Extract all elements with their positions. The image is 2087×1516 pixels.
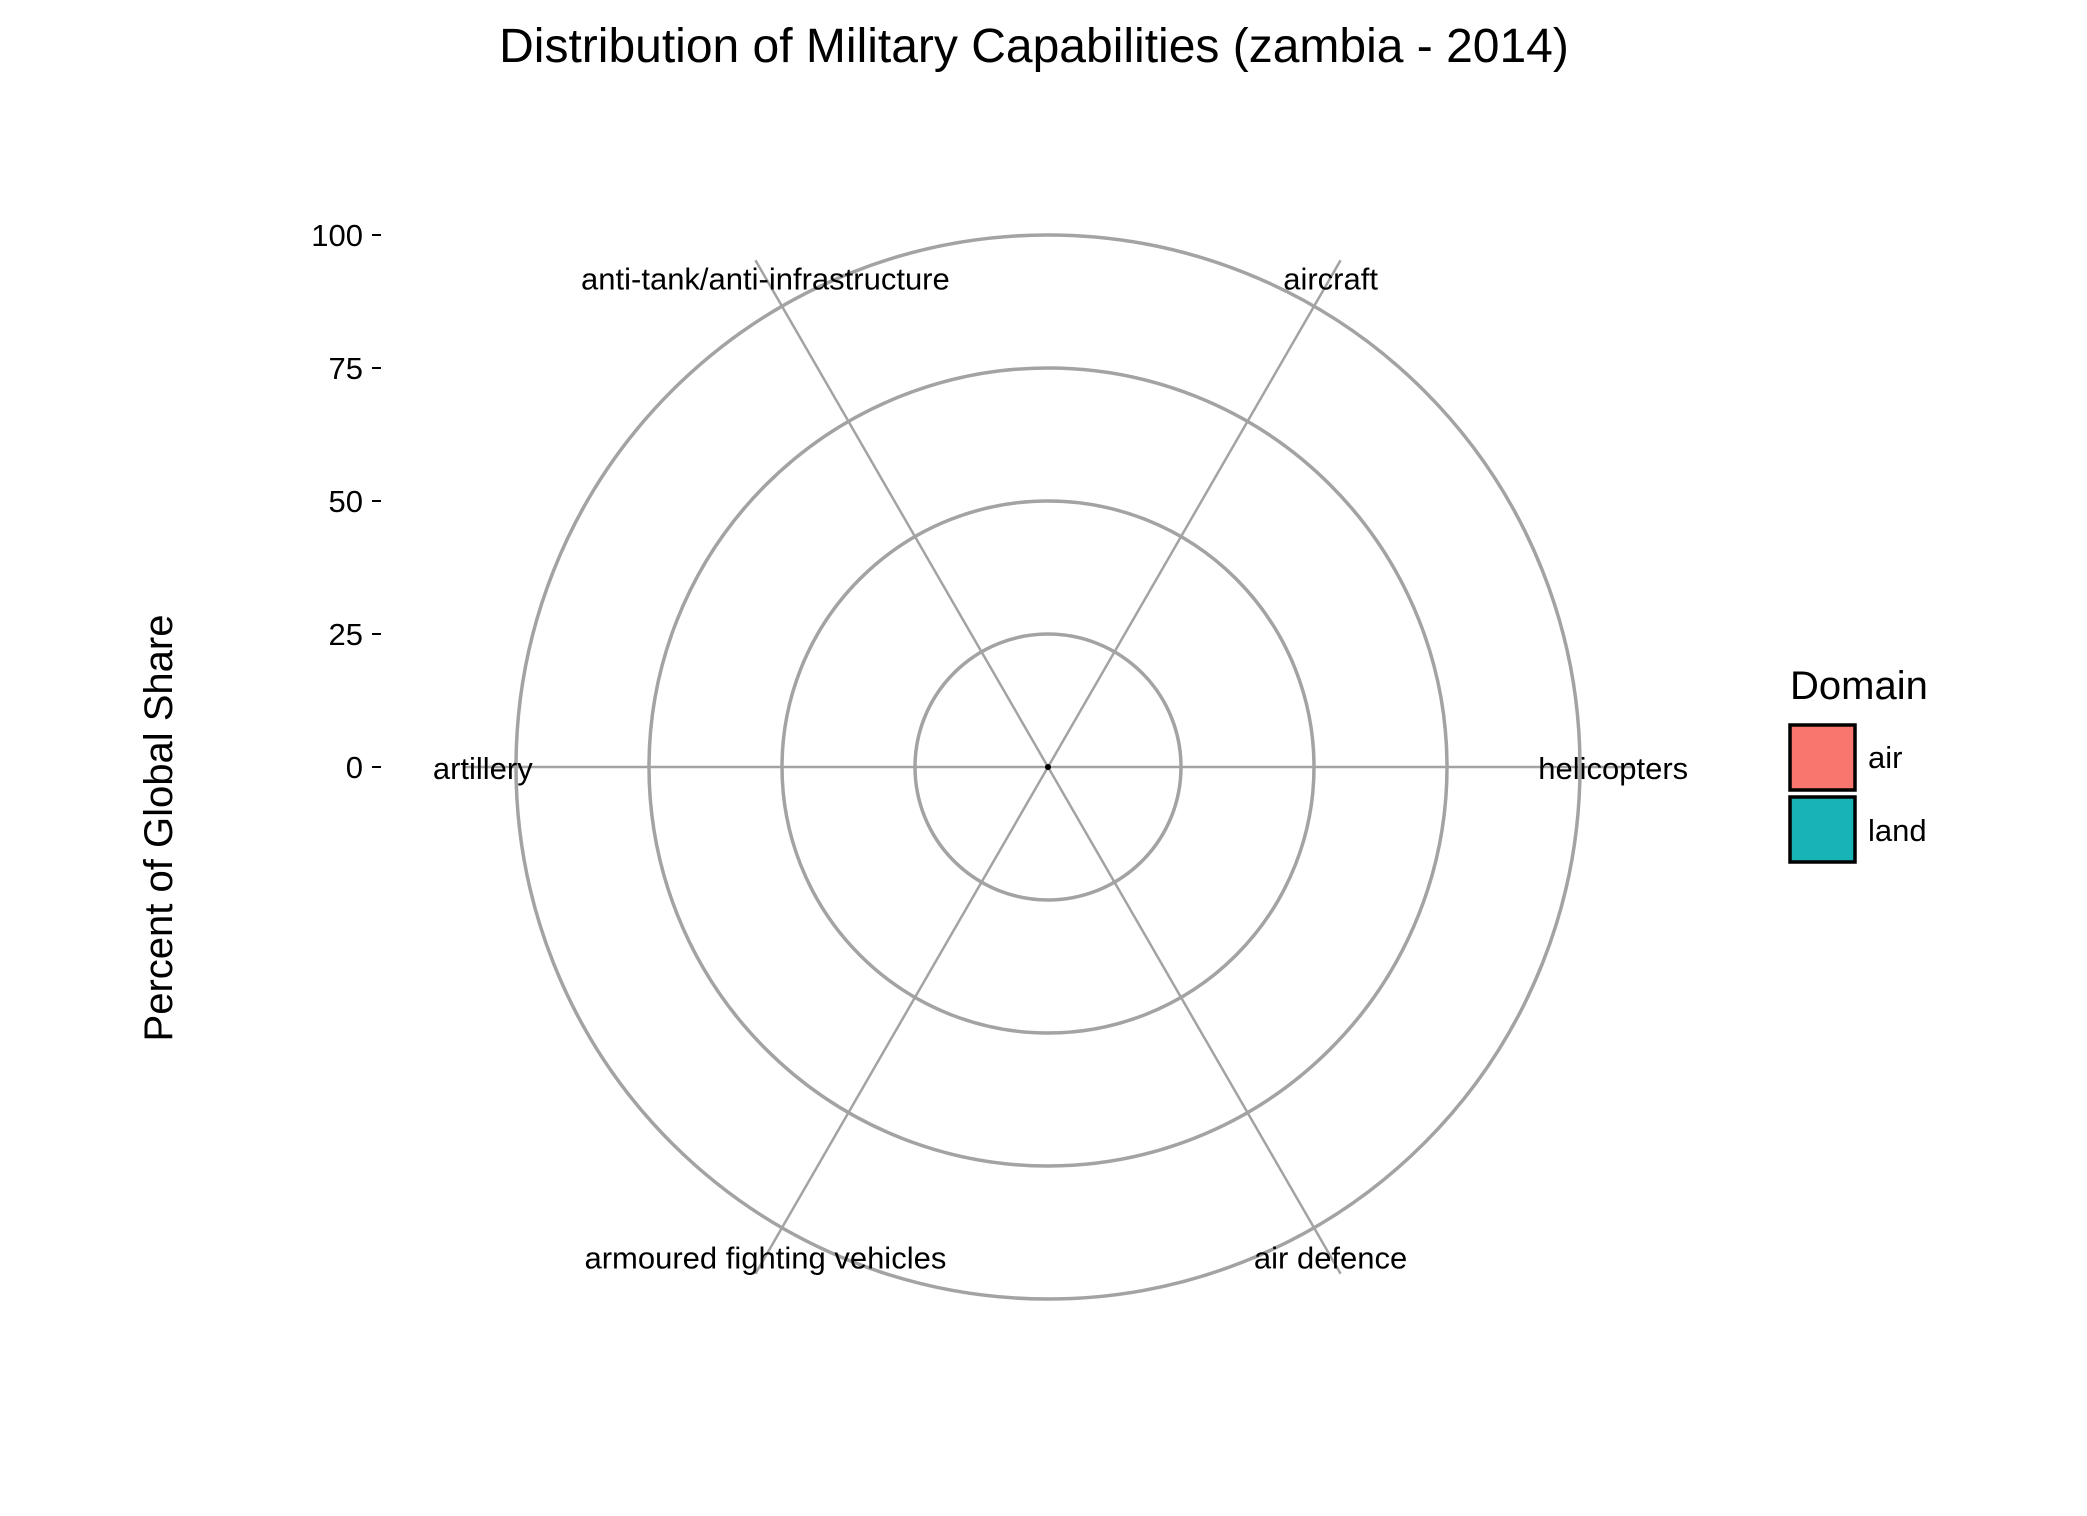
legend-swatch-land [1788,795,1857,864]
legend-swatch-air [1788,723,1857,792]
chart-title: Distribution of Military Capabilities (z… [499,20,1569,73]
category-labels: helicopters aircraft anti-tank/anti-infras… [433,262,1688,1276]
spoke-1 [1046,259,1342,768]
category-label-1: aircraft [1283,262,1378,297]
grid-spokes [462,259,1634,1275]
legend-label-land: land [1868,813,1927,848]
category-label-4: armoured fighting vehicles [584,1240,946,1275]
category-label-3: artillery [433,751,533,786]
y-axis-label: Percent of Global Share [137,615,181,1042]
category-label-0: helicopters [1538,751,1688,786]
y-tick-label-50: 50 [329,484,363,519]
category-label-5: air defence [1254,1240,1407,1275]
category-label-2: anti-tank/anti-infrastructure [581,262,950,297]
legend-title: Domain [1790,664,1928,708]
y-tick-label-25: 25 [329,617,363,652]
center-point [1045,764,1051,770]
spoke-4 [754,766,1050,1275]
y-axis-ticks: 0 25 50 75 100 [311,218,381,785]
legend-label-air: air [1868,740,1902,775]
y-tick-label-100: 100 [311,218,363,253]
y-tick-label-75: 75 [329,351,363,386]
spoke-2 [754,259,1050,768]
series-layer [1045,764,1051,770]
y-tick-label-0: 0 [346,750,363,785]
spoke-5 [1046,766,1342,1275]
legend: Domain air land [1788,664,1928,864]
